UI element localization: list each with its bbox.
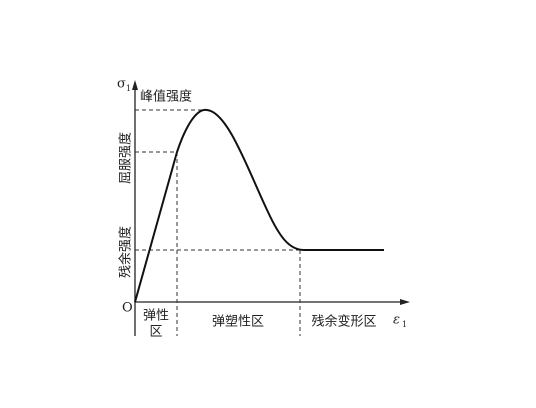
origin-label: O [122,301,133,316]
peak-label: 峰值强度 [140,89,192,105]
y-axis-symbol: σ [117,77,126,92]
zone-label: 弹性 [143,309,169,324]
zone-label: 区 [149,325,162,340]
x-axis-symbol: ε [393,313,400,328]
y-axis-subscript: 1 [126,84,131,93]
x-axis-subscript: 1 [402,320,407,329]
y-arrow [132,80,138,90]
stress-strain-curve [134,108,384,303]
yield-label: 屈服强度 [118,132,134,184]
residual-label: 残余强度 [118,226,134,278]
x-arrow [400,299,410,305]
zone-label: 残余变形区 [311,314,376,330]
zone-label: 弹塑性区 [212,315,264,330]
